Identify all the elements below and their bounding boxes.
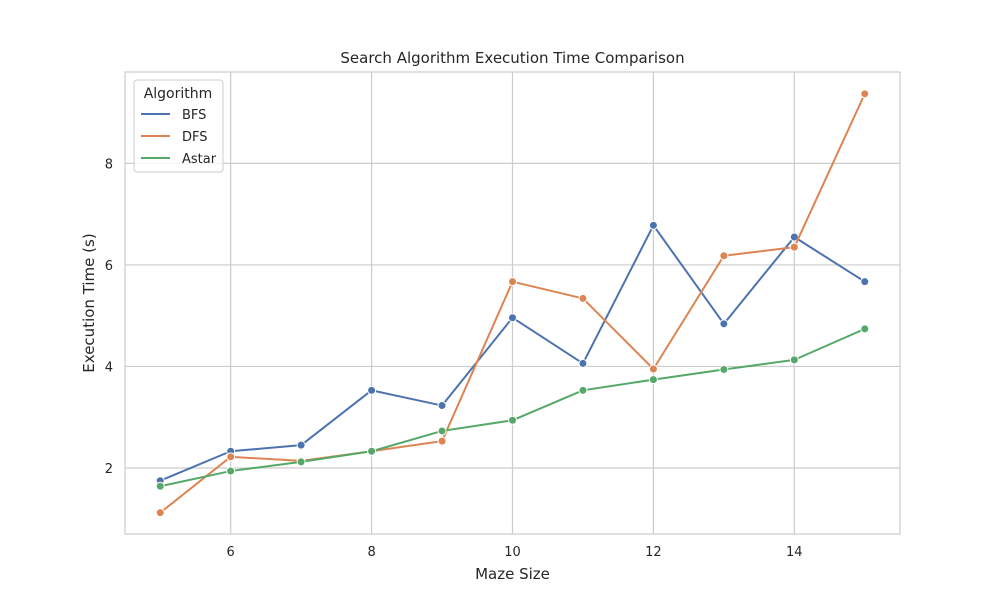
data-point-astar — [578, 385, 588, 395]
data-point-astar — [367, 446, 377, 456]
data-point-dfs — [508, 277, 517, 287]
grid — [125, 72, 900, 534]
data-point-astar — [155, 481, 165, 491]
data-point-bfs — [508, 313, 517, 323]
data-point-bfs — [367, 385, 377, 395]
data-point-bfs — [860, 277, 870, 287]
legend-label: Astar — [182, 152, 217, 167]
y-tick-label: 4 — [105, 360, 113, 375]
series-layer — [155, 89, 870, 518]
legend-item-bfs: BFS — [141, 108, 206, 123]
chart-title: Search Algorithm Execution Time Comparis… — [340, 49, 684, 67]
data-point-bfs — [648, 220, 658, 230]
series-astar — [155, 324, 870, 491]
data-point-astar — [860, 324, 870, 334]
data-point-dfs — [789, 242, 799, 252]
data-point-astar — [789, 355, 799, 365]
legend-item-astar: Astar — [141, 152, 217, 167]
data-point-dfs — [648, 364, 658, 374]
data-point-bfs — [296, 440, 306, 450]
legend-title: Algorithm — [144, 86, 213, 102]
data-point-astar — [719, 365, 729, 375]
data-point-dfs — [578, 293, 588, 303]
x-tick-label: 12 — [645, 545, 662, 560]
data-point-astar — [296, 457, 306, 467]
data-point-dfs — [226, 452, 236, 462]
data-point-dfs — [155, 508, 165, 518]
data-point-bfs — [578, 358, 588, 368]
y-tick-label: 8 — [105, 157, 113, 172]
data-point-astar — [648, 375, 658, 385]
legend: Algorithm BFS DFS Astar — [133, 79, 224, 173]
data-point-bfs — [719, 319, 729, 329]
y-tick-label: 6 — [105, 259, 113, 274]
y-tick-label: 2 — [105, 462, 113, 477]
data-point-dfs — [860, 89, 870, 99]
legend-label: BFS — [182, 108, 206, 123]
legend-box — [133, 79, 224, 173]
x-tick-label: 8 — [367, 545, 375, 560]
series-dfs — [155, 89, 870, 518]
y-axis-label: Execution Time (s) — [80, 233, 98, 372]
tick-labels: 6 8 10 12 14 2 4 6 8 — [105, 157, 803, 560]
x-axis-label: Maze Size — [475, 565, 550, 583]
data-point-bfs — [437, 401, 447, 411]
x-tick-label: 10 — [504, 545, 521, 560]
x-tick-label: 14 — [786, 545, 803, 560]
data-point-astar — [226, 466, 236, 476]
data-point-dfs — [437, 436, 447, 446]
plot-frame — [124, 71, 901, 535]
legend-item-dfs: DFS — [141, 130, 208, 145]
data-point-astar — [508, 415, 517, 425]
data-point-dfs — [719, 251, 729, 261]
legend-label: DFS — [182, 130, 208, 145]
data-point-astar — [437, 426, 447, 436]
x-tick-label: 6 — [227, 545, 235, 560]
